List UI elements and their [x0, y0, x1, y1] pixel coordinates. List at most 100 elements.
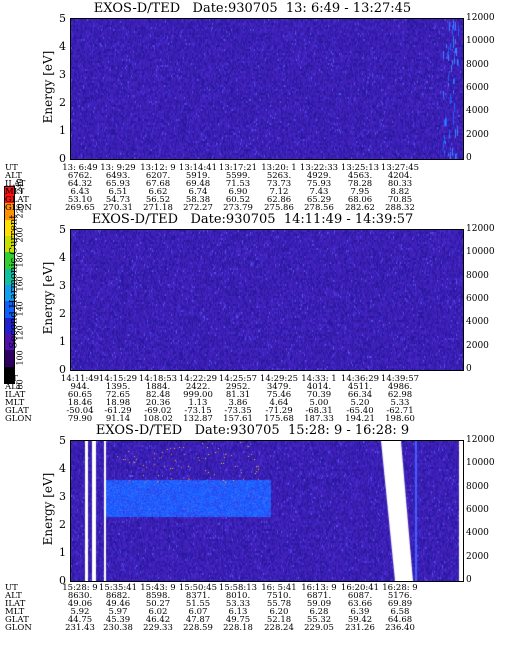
ephemeris-value: 230.38 [103, 623, 133, 633]
colorbar-segment [5, 252, 14, 270]
ephemeris-value: 59.09 [306, 599, 332, 609]
temperature-tick-label: 4000 [466, 106, 489, 117]
ephemeris-value: 8630. [67, 591, 93, 601]
energy-tick-label: 4 [59, 251, 66, 264]
ephemeris-value: 6087. [347, 591, 373, 601]
ephemeris-value: 13: 6:49 [62, 163, 98, 173]
ephemeris-value: 66.34 [347, 390, 373, 400]
ephemeris-value: 275.86 [264, 203, 294, 213]
ephemeris-value: 6.07 [188, 607, 208, 617]
ephemeris-value: 63.66 [347, 599, 373, 609]
ephemeris-value: 70.85 [387, 195, 413, 205]
ephemeris-value: 3.86 [228, 398, 248, 408]
ephemeris-value: 65.93 [105, 179, 131, 189]
spectrogram-image [71, 230, 463, 370]
ephemeris-value: 282.62 [345, 203, 375, 213]
temperature-tick-label: 10000 [466, 458, 495, 469]
ephemeris-value: 15:58:13 [218, 583, 258, 593]
temperature-tick-label: 4000 [466, 528, 489, 539]
temperature-tick-label: 6000 [466, 294, 489, 304]
ephemeris-value: 13:14:41 [178, 163, 218, 173]
ephemeris-value: 13:25:13 [340, 163, 380, 173]
ephemeris-value: 6.43 [70, 187, 90, 197]
ephemeris-value: 18.46 [67, 398, 93, 408]
ephemeris-value: 194.21 [345, 414, 375, 424]
temperature-tick-label: 0 [466, 153, 472, 163]
ephemeris-value: 175.68 [264, 414, 294, 424]
ephemeris-value: 50.27 [145, 599, 171, 609]
ephemeris-value: 4986. [387, 382, 413, 392]
ephemeris-value: 270.31 [103, 203, 133, 213]
ephemeris-value: 59.42 [347, 615, 373, 625]
ephemeris-row-label: MLT [5, 187, 25, 197]
ephemeris-value: 4511. [347, 382, 373, 392]
ephemeris-value: 5.97 [108, 607, 128, 617]
energy-tick-label: 0 [59, 363, 66, 376]
ephemeris-value: 5176. [387, 591, 413, 601]
energy-tick-label: 3 [59, 279, 66, 292]
energy-tick-label: 3 [59, 490, 66, 503]
ephemeris-row-label: ILAT [5, 599, 26, 609]
colorbar-segment [5, 334, 14, 351]
ephemeris-value: 4563. [347, 171, 373, 181]
energy-axis-label: Energy [eV] [41, 50, 55, 124]
colorbar-segment [5, 285, 14, 302]
energy-axis-label: Energy [eV] [41, 472, 55, 546]
energy-tick-label: 2 [59, 518, 66, 531]
ephemeris-value: 2952. [225, 382, 251, 392]
ephemeris-row-label: GLAT [5, 406, 29, 416]
ephemeris-value: 228.18 [223, 623, 253, 633]
ephemeris-value: 54.73 [105, 195, 131, 205]
energy-tick-label: 4 [59, 40, 66, 53]
ephemeris-value: 6207. [145, 171, 171, 181]
ephemeris-value: 14:36:29 [340, 374, 380, 384]
spectrogram [70, 229, 464, 371]
ephemeris-value: 16: 5:41 [261, 583, 297, 593]
ephemeris-value: 71.53 [225, 179, 251, 189]
ephemeris-value: 229.33 [143, 623, 173, 633]
ephemeris-value: 55.78 [266, 599, 292, 609]
ephemeris-value: 67.68 [145, 179, 171, 189]
energy-tick-label: 2 [59, 96, 66, 109]
ephemeris-value: -61.29 [104, 406, 132, 416]
temperature-tick-label: 10000 [466, 247, 495, 258]
ephemeris-value: 53.33 [225, 599, 251, 609]
ephemeris-value: 5599. [225, 171, 251, 181]
spectrogram [70, 18, 464, 160]
ephemeris-value: 14:15:29 [98, 374, 138, 384]
ephemeris-value: 231.43 [65, 623, 95, 633]
temperature-tick-label: 8000 [466, 270, 489, 281]
ephemeris-value: 4929. [306, 171, 332, 181]
temperature-tick-label: 8000 [466, 481, 489, 492]
ephemeris-value: 5.00 [309, 398, 329, 408]
ephemeris-value: 7510. [266, 591, 292, 601]
energy-tick-label: 5 [59, 434, 66, 447]
ephemeris-value: 47.87 [185, 615, 211, 625]
colorbar-segment [5, 317, 14, 335]
ephemeris-value: 49.06 [67, 599, 93, 609]
ephemeris-value: 1395. [105, 382, 131, 392]
energy-tick-label: 1 [59, 546, 66, 559]
ephemeris-value: 70.39 [306, 390, 332, 400]
ephemeris-value: 8010. [225, 591, 251, 601]
ephemeris-value: 75.93 [306, 179, 332, 189]
ephemeris-value: 14:25:57 [218, 374, 258, 384]
energy-tick-label: 4 [59, 462, 66, 475]
temperature-tick-label: 6000 [466, 505, 489, 515]
ephemeris-value: 14:29:25 [259, 374, 299, 384]
ephemeris-value: -50.04 [66, 406, 94, 416]
ephemeris-value: 64.68 [387, 615, 413, 625]
ephemeris-value: 13:27:45 [380, 163, 420, 173]
ephemeris-value: 14:22:29 [178, 374, 218, 384]
ephemeris-value: 64.32 [67, 179, 93, 189]
spectrogram-image [71, 19, 463, 159]
ephemeris-value: 2422. [185, 382, 211, 392]
ephemeris-row-label: GLON [5, 414, 32, 424]
energy-tick-label: 0 [59, 152, 66, 165]
ephemeris-value: 80.33 [387, 179, 413, 189]
ephemeris-value: 65.29 [306, 195, 332, 205]
ephemeris-value: 132.87 [183, 414, 213, 424]
ephemeris-value: 73.73 [266, 179, 292, 189]
ephemeris-value: 5.20 [350, 398, 370, 408]
ephemeris-value: 62.98 [387, 390, 413, 400]
